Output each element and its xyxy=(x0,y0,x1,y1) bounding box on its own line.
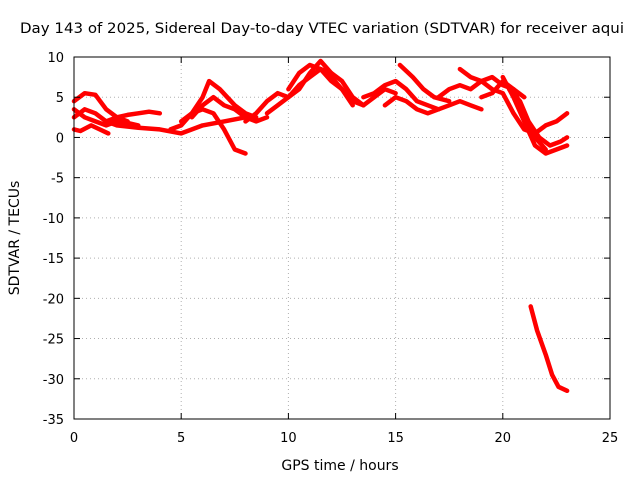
series-line-arc-7 xyxy=(178,107,248,156)
series-line-arc-18 xyxy=(479,78,548,152)
y-tick-label: 10 xyxy=(47,51,64,66)
y-tick-label: -20 xyxy=(43,292,64,307)
y-tick-label: -25 xyxy=(43,333,64,348)
y-tick-label: 5 xyxy=(56,91,64,106)
series-line-arc-3 xyxy=(71,123,111,136)
y-tick-label: -15 xyxy=(43,252,64,267)
x-axis-label: GPS time / hours xyxy=(281,458,398,474)
x-tick-label: 20 xyxy=(495,431,512,446)
y-tick-label: -30 xyxy=(43,373,64,388)
y-tick-label: -10 xyxy=(43,212,64,227)
y-axis-label: SDTVAR / TECUs xyxy=(7,181,23,296)
series-line-arc-14 xyxy=(382,94,484,116)
series-line-arc-2 xyxy=(71,90,130,124)
x-tick-label: 0 xyxy=(70,431,78,446)
series-line-arc-12 xyxy=(318,66,398,108)
series-line-arc-10 xyxy=(264,66,355,116)
x-tick-label: 10 xyxy=(280,431,297,446)
series-line-arc-20 xyxy=(506,86,570,148)
chart-title: Day 143 of 2025, Sidereal Day-to-day VTE… xyxy=(20,21,624,37)
series-line-arc-17 xyxy=(457,66,570,136)
y-tick-label: -35 xyxy=(43,413,64,428)
axis-ticks: 0 5 10 15 20 25 -35 -30 -25 -20 -15 -10 -5 0 5 10 xyxy=(43,51,619,446)
y-tick-label: -5 xyxy=(51,172,64,187)
x-tick-label: 15 xyxy=(387,431,404,446)
data-series xyxy=(71,58,570,394)
grid-lines xyxy=(74,57,610,419)
y-tick-label: 0 xyxy=(56,131,64,146)
series-line-arc-8 xyxy=(189,94,270,124)
plot-frame xyxy=(73,56,611,420)
series-line-arc-21 xyxy=(528,304,570,394)
series-line-arc-4 xyxy=(71,107,141,128)
x-tick-label: 25 xyxy=(602,431,619,446)
x-tick-label: 5 xyxy=(177,431,185,446)
series-line-arc-13 xyxy=(361,78,441,112)
